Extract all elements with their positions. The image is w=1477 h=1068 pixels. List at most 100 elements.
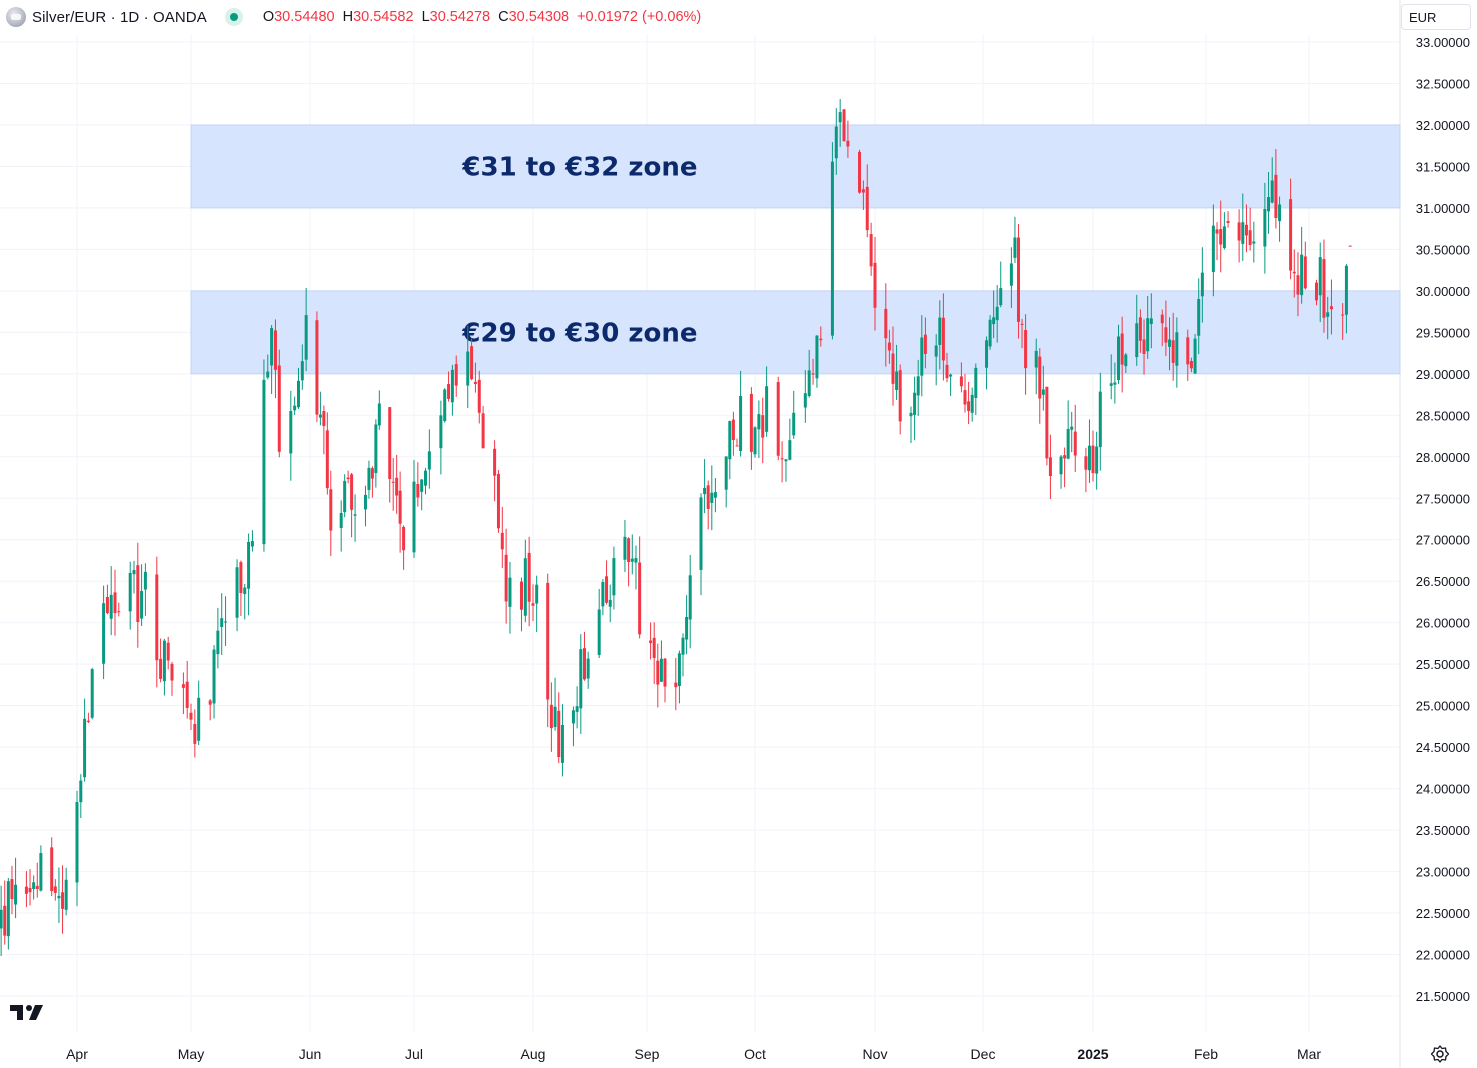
candle-body <box>102 603 106 664</box>
candle-body <box>920 337 924 376</box>
candle-body <box>1098 391 1102 448</box>
candle-body <box>974 367 978 398</box>
y-tick-label: 31.50000 <box>1416 159 1470 174</box>
candle-body <box>1200 272 1204 297</box>
candle-body <box>220 618 224 628</box>
x-tick-label: Mar <box>1297 1046 1321 1062</box>
y-tick-label: 22.50000 <box>1416 906 1470 921</box>
candle-body <box>39 853 43 891</box>
candle-body <box>262 379 266 545</box>
x-tick-label: Apr <box>66 1046 88 1062</box>
candle-body <box>1278 204 1282 222</box>
candle-body <box>553 706 557 728</box>
candle-body <box>398 490 402 524</box>
candle-body <box>83 718 87 778</box>
candle-body <box>934 345 938 357</box>
candle-body <box>181 684 185 688</box>
candle-body <box>470 346 474 380</box>
candle-body <box>1095 446 1099 474</box>
candle-body <box>999 288 1003 306</box>
candle-body <box>1348 245 1352 247</box>
candle-body <box>216 630 220 655</box>
candle-body <box>842 109 846 142</box>
candle-body <box>838 112 842 123</box>
candle-body <box>659 658 663 682</box>
candle-body <box>873 262 877 308</box>
y-tick-label: 29.00000 <box>1416 367 1470 382</box>
candle-body <box>1138 317 1142 341</box>
candle-body <box>447 384 451 399</box>
candle-body <box>988 319 992 347</box>
time-axis[interactable]: Apr May Jun Jul Aug Sep Oct Nov Dec 2025 Feb Mar <box>66 1046 1321 1062</box>
tradingview-logo-icon[interactable] <box>10 1002 50 1022</box>
candle-body <box>1073 431 1077 456</box>
candle-body <box>1292 271 1296 274</box>
symbol-title[interactable]: Silver/EUR · 1D · OANDA <box>32 8 207 26</box>
candle-body <box>1219 229 1223 245</box>
candle-body <box>1267 197 1271 212</box>
candle-body <box>224 621 228 623</box>
candle-body <box>339 512 343 529</box>
candle-body <box>1226 221 1230 223</box>
candle-body <box>315 320 319 415</box>
candle-body <box>416 483 420 498</box>
candle-body <box>1059 456 1063 475</box>
candle-body <box>420 479 424 492</box>
candle-body <box>109 594 113 619</box>
candle-body <box>638 562 642 635</box>
candle-body <box>753 427 757 455</box>
candle-body <box>685 616 689 640</box>
candle-body <box>208 700 212 705</box>
candle-body <box>749 393 753 452</box>
x-tick-label: Jul <box>405 1046 423 1062</box>
candle-body <box>1146 318 1150 352</box>
candle-body <box>579 649 583 709</box>
low-label: L <box>421 9 430 25</box>
candle-body <box>1222 226 1226 249</box>
x-tick-label: 2025 <box>1077 1046 1108 1062</box>
candle-body <box>713 492 717 498</box>
candle-body <box>884 308 888 339</box>
candle-body <box>1120 333 1124 365</box>
candle-body <box>329 489 333 531</box>
candle-body <box>235 567 239 618</box>
y-tick-label: 23.00000 <box>1416 865 1470 880</box>
candle-body <box>846 140 850 147</box>
candle-body <box>28 887 32 893</box>
price-axis[interactable]: 21.50000 22.00000 22.50000 23.00000 23.50000… <box>1416 35 1470 1004</box>
y-tick-label: 27.50000 <box>1416 491 1470 506</box>
candle-body <box>377 403 381 426</box>
candle-body <box>1113 382 1117 385</box>
candle-body <box>353 514 357 516</box>
candle-body <box>608 599 612 607</box>
candle-body <box>402 526 406 551</box>
candle-body <box>1189 360 1193 369</box>
y-tick-label: 22.00000 <box>1416 948 1470 963</box>
candle-body <box>601 582 605 607</box>
y-tick-label: 32.00000 <box>1416 118 1470 133</box>
candle-body <box>50 847 54 891</box>
candle-body <box>807 370 811 397</box>
candle-body <box>941 317 945 361</box>
candle-body <box>166 642 170 661</box>
candle-body <box>412 481 416 553</box>
candle-body <box>656 660 660 685</box>
candle-body <box>780 458 784 460</box>
candle-body <box>519 581 523 610</box>
price-zone-rect <box>190 124 1401 209</box>
x-tick-label: Aug <box>521 1046 546 1062</box>
candle-body <box>571 710 575 724</box>
currency-button[interactable]: EUR <box>1401 4 1471 30</box>
candle-body <box>466 351 470 386</box>
candle-body <box>970 394 974 413</box>
candle-body <box>677 653 681 687</box>
high-value: 30.54582 <box>353 9 414 25</box>
gear-icon[interactable] <box>1430 1044 1450 1064</box>
change-value: +0.01972 (+0.06%) <box>577 9 702 25</box>
candle-body <box>731 419 735 441</box>
candle-body <box>1344 265 1348 315</box>
candle-body <box>343 480 347 513</box>
candle-body <box>575 706 579 712</box>
candle-body <box>1296 275 1300 295</box>
